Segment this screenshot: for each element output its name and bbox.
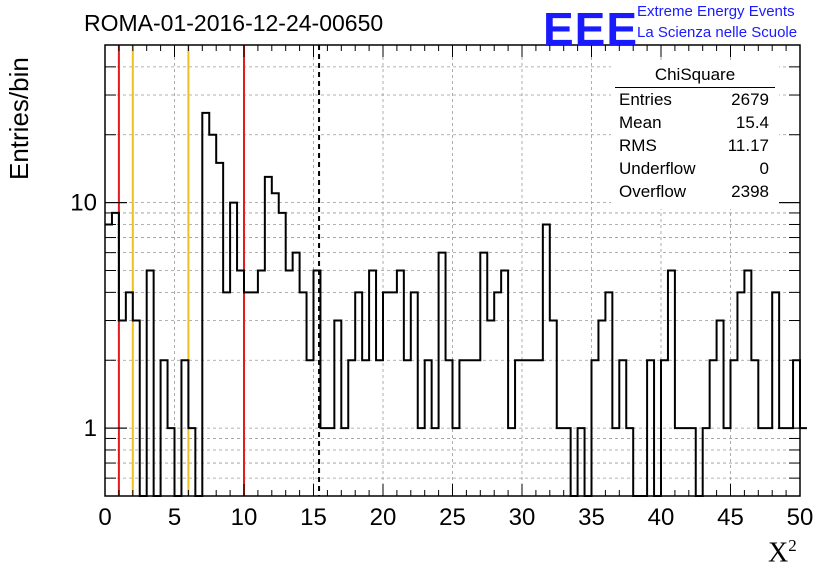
stats-label: Mean (619, 113, 662, 132)
histogram-series (105, 111, 807, 497)
x-axis-label-base: X (768, 537, 789, 569)
stats-value: 2679 (731, 90, 769, 109)
logo-text-line2: La Scienza nelle Scuole (637, 24, 798, 41)
y-axis-label: Entries/bin (4, 57, 34, 180)
x-tick-label: 45 (717, 504, 744, 531)
x-tick-label: 10 (231, 504, 258, 531)
stats-row-mean: Mean 15.4 (611, 111, 779, 134)
stats-label: Overflow (619, 182, 687, 201)
logo-text-line1: Extreme Energy Events (637, 3, 795, 20)
x-tick-label: 25 (439, 504, 466, 531)
eee-logo: EEE (543, 3, 639, 55)
histogram-line (105, 111, 807, 497)
x-tick-label: 15 (300, 504, 327, 531)
stats-value: 11.17 (727, 136, 769, 155)
stats-value: 15.4 (735, 113, 769, 132)
x-tick-label: 5 (168, 504, 181, 531)
stats-value: 0 (759, 159, 769, 178)
y-tick-label: 1 (84, 415, 97, 442)
axis-tick-labels: 0 5 10 15 20 25 30 35 40 45 50 1 10 (70, 190, 813, 531)
x-axis-label-superscript: 2 (788, 536, 797, 555)
stats-row-underflow: Underflow 0 (611, 157, 779, 180)
stats-title: ChiSquare (615, 63, 775, 88)
chart-title: ROMA-01-2016-12-24-00650 (84, 10, 384, 36)
stats-label: RMS (619, 136, 657, 155)
stats-row-overflow: Overflow 2398 (611, 180, 779, 203)
x-tick-label: 50 (787, 504, 814, 531)
x-axis-label: X2 (768, 536, 797, 569)
x-tick-label: 40 (648, 504, 675, 531)
grid-lines (105, 45, 800, 496)
x-tick-label: 35 (578, 504, 605, 531)
stats-label: Entries (619, 90, 672, 109)
x-tick-label: 20 (370, 504, 397, 531)
stats-label: Underflow (619, 159, 696, 178)
stats-box: ChiSquare Entries 2679 Mean 15.4 RMS 11.17 … (611, 63, 779, 209)
stats-value: 2398 (731, 182, 769, 201)
x-tick-label: 0 (98, 504, 111, 531)
x-tick-label: 30 (509, 504, 536, 531)
axis-ticks (104, 45, 801, 496)
stats-row-entries: Entries 2679 (611, 88, 779, 111)
y-tick-label: 10 (70, 190, 97, 217)
stats-row-rms: RMS 11.17 (611, 134, 779, 157)
